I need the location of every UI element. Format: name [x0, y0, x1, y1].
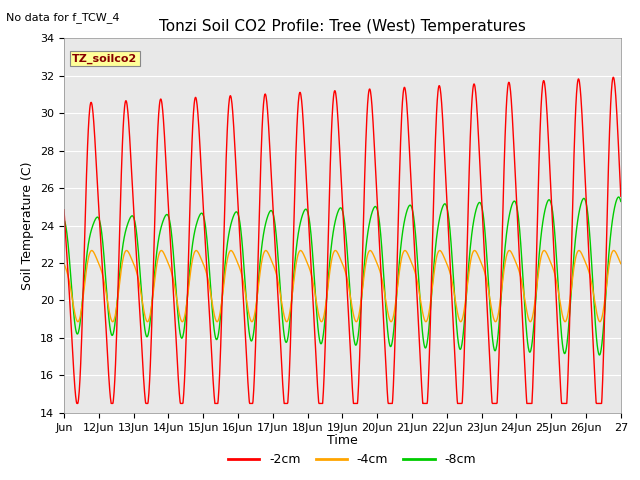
-4cm: [248, 319, 256, 324]
Legend: -2cm, -4cm, -8cm: -2cm, -4cm, -8cm: [223, 448, 481, 471]
-8cm: [596, 352, 604, 358]
-2cm: [317, 400, 325, 406]
-4cm: [611, 248, 618, 253]
-8cm: [474, 203, 481, 208]
-8cm: [617, 199, 625, 204]
Text: No data for f_TCW_4: No data for f_TCW_4: [6, 12, 120, 23]
Line: -4cm: -4cm: [64, 251, 621, 322]
Text: TZ_soilco2: TZ_soilco2: [72, 53, 138, 64]
-4cm: [366, 248, 374, 253]
Line: -8cm: -8cm: [64, 197, 621, 355]
-2cm: [474, 122, 482, 128]
-2cm: [60, 207, 68, 213]
-2cm: [328, 115, 336, 121]
-2cm: [556, 364, 563, 370]
-4cm: [556, 298, 564, 304]
-8cm: [147, 310, 155, 315]
-8cm: [328, 240, 335, 246]
X-axis label: Time: Time: [327, 434, 358, 447]
-8cm: [615, 194, 623, 200]
-4cm: [617, 261, 625, 266]
Line: -2cm: -2cm: [64, 77, 621, 403]
-8cm: [60, 216, 68, 222]
-8cm: [556, 299, 563, 304]
Y-axis label: Soil Temperature (C): Soil Temperature (C): [22, 161, 35, 290]
Title: Tonzi Soil CO2 Profile: Tree (West) Temperatures: Tonzi Soil CO2 Profile: Tree (West) Temp…: [159, 20, 526, 35]
-8cm: [610, 208, 618, 214]
-4cm: [147, 307, 155, 312]
-4cm: [474, 253, 482, 259]
-2cm: [617, 193, 625, 199]
-2cm: [609, 74, 617, 80]
-2cm: [611, 77, 618, 83]
-2cm: [73, 400, 81, 406]
-4cm: [328, 255, 336, 261]
-4cm: [317, 319, 325, 324]
-8cm: [317, 341, 325, 347]
-4cm: [60, 261, 68, 266]
-2cm: [148, 332, 156, 338]
